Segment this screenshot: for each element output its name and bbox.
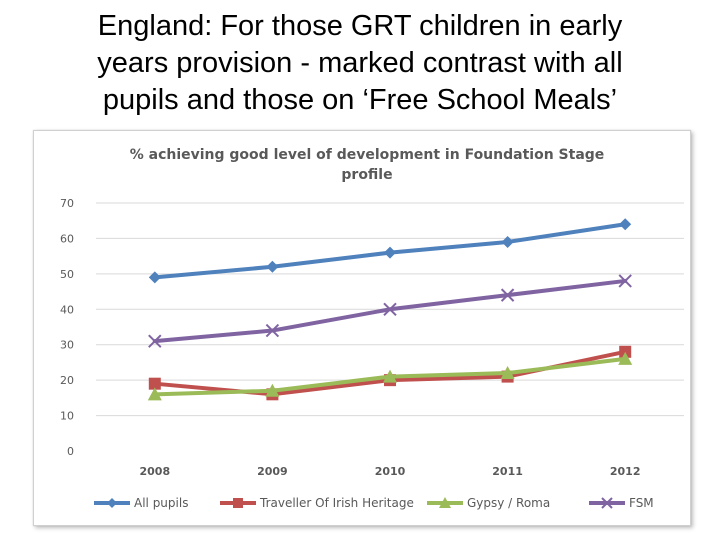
data-point	[148, 334, 162, 348]
chart-container: % achieving good level of development in…	[33, 130, 691, 526]
chart-title-line-2: profile	[341, 167, 392, 183]
legend-item: Gypsy / Roma	[427, 496, 550, 510]
data-point	[384, 246, 396, 259]
data-point	[147, 387, 162, 401]
legend-label: FSM	[629, 496, 654, 510]
series-line	[152, 278, 628, 344]
legend-item: FSM	[589, 496, 654, 510]
legend: All pupils Traveller Of Irish Heritage Gyp…	[94, 496, 654, 510]
y-tick-label: 30	[60, 339, 74, 352]
x-tick-label: 2010	[375, 465, 406, 478]
slide-title: England: For those GRT children in early…	[0, 8, 720, 119]
y-tick-label: 10	[60, 410, 74, 423]
legend-label: Gypsy / Roma	[467, 496, 550, 510]
data-point-stroke	[618, 274, 632, 288]
y-axis-ticks: 0 10 20 30 40 50 60 70	[60, 197, 74, 458]
y-tick-label: 0	[67, 445, 74, 458]
data-point	[383, 369, 397, 383]
data-point	[107, 498, 117, 508]
data-point	[265, 383, 280, 397]
y-tick-label: 60	[60, 232, 74, 245]
y-tick-label: 50	[60, 268, 74, 281]
data-point-stroke	[265, 323, 280, 338]
legend-label: All pupils	[134, 496, 188, 510]
series	[148, 274, 632, 348]
series	[147, 351, 633, 401]
data-point	[619, 218, 632, 231]
data-point	[233, 498, 243, 508]
x-tick-label: 2011	[492, 465, 523, 478]
y-tick-label: 40	[60, 303, 74, 316]
chart-title-line-1: % achieving good level of development in…	[130, 147, 605, 163]
data-point	[619, 345, 632, 358]
y-tick-label: 70	[60, 197, 74, 210]
line-chart: % achieving good level of development in…	[60, 147, 684, 510]
series-group	[147, 218, 633, 401]
data-point	[500, 366, 515, 380]
data-point-stroke	[601, 497, 613, 509]
series	[148, 218, 632, 284]
data-point	[148, 377, 161, 390]
legend-item: Traveller Of Irish Heritage	[220, 496, 414, 510]
slide-title-line-2: years provision - marked contrast with a…	[97, 47, 623, 79]
legend-label: Traveller Of Irish Heritage	[259, 496, 414, 510]
slide-title-line-1: England: For those GRT children in early	[97, 10, 623, 42]
x-axis-ticks: 2008 2009 2010 2011 2012	[139, 465, 640, 478]
data-point	[601, 497, 613, 509]
data-point	[266, 260, 279, 273]
x-tick-label: 2008	[139, 465, 170, 478]
data-point	[383, 302, 397, 316]
legend-item: All pupils	[94, 496, 188, 510]
data-point	[439, 497, 451, 508]
data-point	[618, 274, 632, 288]
data-point	[501, 235, 514, 248]
data-point-stroke	[383, 302, 397, 316]
data-point	[148, 271, 161, 284]
slide-title-line-3: pupils and those on ‘Free School Meals’	[102, 84, 618, 116]
data-point	[500, 288, 515, 302]
data-point-stroke	[500, 288, 515, 302]
data-point	[265, 323, 280, 338]
x-tick-label: 2012	[610, 465, 641, 478]
data-point-stroke	[148, 334, 162, 348]
x-tick-label: 2009	[257, 465, 288, 478]
data-point	[618, 351, 633, 365]
y-tick-label: 20	[60, 374, 74, 387]
